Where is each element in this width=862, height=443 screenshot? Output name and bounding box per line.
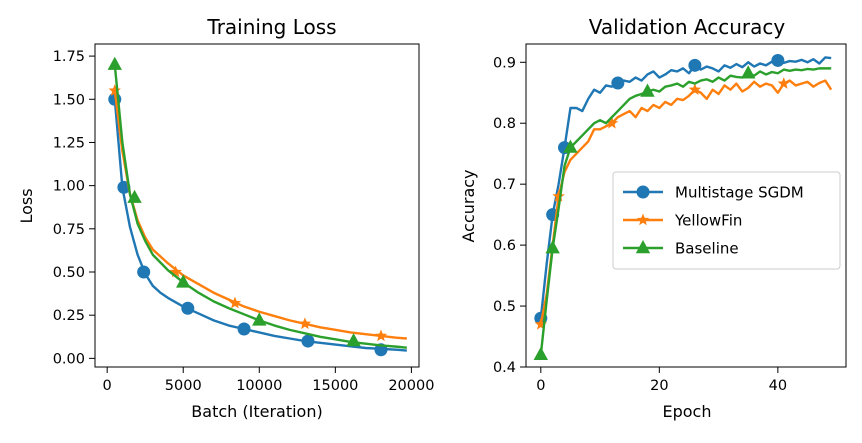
y-tick-label: 0.4 [493, 360, 516, 376]
y-tick-label: 0.8 [493, 116, 516, 132]
x-axis-label: Epoch [663, 402, 712, 421]
series-line-baseline [539, 67, 832, 355]
legend: Multistage SGDM YellowFin Baseline [612, 171, 841, 270]
legend-label-multistage-sgdm: Multistage SGDM [675, 184, 804, 202]
data-point-yellowfin [374, 329, 388, 342]
plot-frame [94, 43, 420, 368]
x-tick-label: 20 [650, 378, 668, 394]
data-point-baseline [127, 189, 142, 203]
data-point-baseline [346, 333, 361, 347]
data-point-baseline [563, 139, 578, 153]
x-tick-label: 10000 [236, 378, 282, 394]
y-tick-label: 1.00 [53, 179, 85, 195]
y-tick-label: 0.25 [53, 308, 85, 324]
y-tick-label: 1.75 [53, 49, 85, 65]
legend-marker-baseline [635, 240, 651, 254]
x-tick-label: 20000 [388, 378, 434, 394]
data-point-multistage-sgdm [301, 334, 315, 348]
validation-accuracy-panel: Validation Accuracy Epoch Accuracy 0 20 40… [459, 15, 847, 421]
data-point-yellowfin [605, 116, 619, 129]
data-point-yellowfin [688, 83, 702, 95]
data-point-yellowfin [108, 84, 121, 96]
data-point-multistage-sgdm [237, 322, 251, 336]
plot-frame [525, 43, 847, 368]
data-point-baseline [545, 240, 560, 254]
legend-box [612, 171, 841, 270]
series-line-yellowfin [113, 90, 407, 340]
data-point-yellowfin [298, 317, 312, 330]
legend-label-baseline: Baseline [675, 240, 739, 258]
data-point-baseline [107, 56, 122, 70]
y-tick-label: 0.7 [493, 177, 516, 193]
data-point-yellowfin [777, 77, 790, 89]
data-point-baseline [640, 83, 655, 97]
data-point-multistage-sgdm [181, 301, 195, 315]
legend-marker-yellowfin [636, 213, 650, 226]
y-tick-label: 0.00 [53, 351, 85, 367]
y-tick-label: 0.5 [493, 299, 516, 315]
data-point-multistage-sgdm [688, 58, 702, 72]
series-layer [107, 56, 407, 357]
data-point-baseline [252, 312, 267, 326]
y-tick-label: 0.75 [53, 222, 85, 238]
data-point-yellowfin [228, 296, 242, 309]
y-axis-label: Accuracy [459, 169, 478, 242]
x-axis-label: Batch (Iteration) [191, 402, 322, 421]
data-point-yellowfin [534, 317, 547, 330]
chart-title: Validation Accuracy [589, 15, 786, 39]
data-point-baseline [741, 65, 756, 79]
x-tick-label: 0 [536, 378, 545, 394]
y-tick-label: 0.9 [493, 55, 516, 71]
y-tick-label: 0.6 [493, 238, 516, 254]
series-line-baseline [113, 64, 407, 349]
axis-ticks: 0 20 40 0.4 0.5 0.6 0.7 0.8 0.9 [493, 55, 787, 394]
series-layer [533, 53, 833, 361]
legend-label-yellowfin: YellowFin [674, 212, 742, 230]
chart-title: Training Loss [206, 15, 336, 39]
axis-ticks: 0 5000 10000 15000 20000 0.00 0.25 0.50 0.75 1.00… [53, 49, 435, 394]
x-tick-label: 40 [769, 378, 787, 394]
y-tick-label: 1.50 [53, 92, 85, 108]
data-point-yellowfin [169, 265, 182, 278]
data-point-baseline [176, 274, 191, 288]
training-loss-panel: Training Loss Batch (Iteration) Loss 0 50… [17, 15, 434, 421]
data-point-multistage-sgdm [611, 76, 625, 90]
x-tick-label: 5000 [165, 378, 202, 394]
legend-marker-multistage-sgdm [636, 185, 650, 199]
data-point-yellowfin [552, 189, 565, 202]
data-point-baseline [533, 346, 549, 361]
y-tick-label: 0.50 [53, 265, 85, 281]
x-tick-label: 15000 [312, 378, 358, 394]
y-axis-label: Loss [17, 188, 36, 223]
data-point-multistage-sgdm [771, 53, 785, 67]
data-point-multistage-sgdm [137, 265, 151, 279]
y-tick-label: 1.25 [53, 135, 85, 151]
x-tick-label: 0 [103, 378, 112, 394]
